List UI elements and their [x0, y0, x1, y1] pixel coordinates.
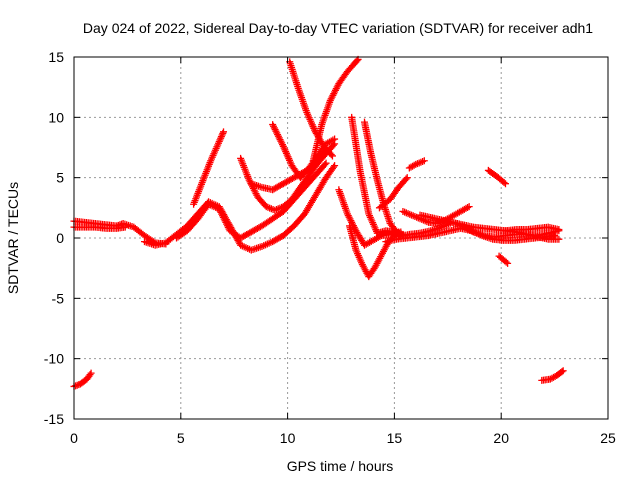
data-point [464, 204, 472, 212]
series-pass-22 [495, 252, 512, 267]
series-pass-15 [375, 174, 411, 212]
data-point [420, 157, 428, 165]
data-point [223, 222, 231, 230]
data-point [121, 223, 129, 231]
axis-ticks: 0 5 10 15 20 25 -15 -10 -5 0 5 10 15 [44, 49, 616, 446]
data-point [218, 131, 226, 139]
series-pass-25 [70, 369, 95, 390]
x-tick-label: 20 [493, 430, 509, 446]
data-point [559, 367, 567, 375]
data-point [215, 137, 223, 145]
data-point [403, 174, 411, 182]
data-point [219, 213, 227, 221]
data-point [500, 178, 508, 186]
y-tick-label: 5 [56, 170, 64, 186]
data-point [331, 162, 339, 170]
y-axis-label: SDTVAR / TECUs [5, 182, 21, 294]
data-point [271, 126, 279, 134]
data-point [270, 124, 278, 132]
data-point [272, 127, 280, 135]
data-point [501, 180, 509, 188]
data-point [219, 129, 227, 137]
x-tick-label: 15 [387, 430, 403, 446]
x-tick-label: 10 [280, 430, 296, 446]
data-point [217, 208, 225, 216]
x-tick-label: 25 [600, 430, 616, 446]
data-point [465, 203, 473, 211]
series-pass-02 [70, 223, 129, 232]
data-point [222, 218, 230, 226]
data-point [216, 136, 224, 144]
data-point [269, 121, 277, 129]
series-pass-12 [346, 222, 405, 281]
data-point [275, 134, 283, 142]
data-points [70, 55, 567, 390]
y-tick-label: 10 [48, 109, 64, 125]
data-point [269, 122, 277, 130]
data-point [330, 163, 338, 171]
series-pass-23 [501, 223, 563, 235]
data-point [353, 57, 361, 65]
data-point [224, 223, 232, 231]
data-point [328, 152, 336, 160]
data-point [219, 212, 227, 220]
data-point [502, 258, 510, 266]
y-tick-label: -10 [44, 351, 64, 367]
data-point [221, 217, 229, 225]
data-point [220, 128, 228, 136]
data-point [87, 369, 95, 377]
x-tick-label: 5 [177, 430, 185, 446]
data-point [504, 259, 512, 267]
data-point [276, 136, 284, 144]
data-point [279, 141, 287, 149]
data-point [273, 129, 281, 137]
series-pass-08 [269, 121, 339, 182]
data-point [218, 210, 226, 218]
data-point [393, 229, 401, 237]
data-point [555, 235, 563, 243]
data-point [278, 139, 286, 147]
data-point [223, 220, 231, 228]
data-point [277, 137, 285, 145]
series-pass-21 [484, 166, 509, 188]
data-point [274, 131, 282, 139]
y-tick-label: -5 [52, 290, 65, 306]
data-point [322, 159, 330, 167]
data-point [555, 226, 563, 234]
x-axis-label: GPS time / hours [287, 458, 394, 474]
data-point [216, 207, 224, 215]
data-point [402, 175, 410, 183]
x-tick-label: 0 [70, 430, 78, 446]
y-tick-label: -15 [44, 411, 64, 427]
data-point [220, 215, 228, 223]
data-point [215, 205, 223, 213]
data-point [321, 161, 329, 169]
data-point [274, 132, 282, 140]
data-point [327, 151, 335, 159]
data-point [217, 134, 225, 142]
series-pass-05 [190, 128, 228, 208]
series-pass-10 [309, 55, 362, 165]
y-tick-label: 15 [48, 49, 64, 65]
series-pass-11 [335, 186, 403, 249]
data-point [217, 133, 225, 141]
data-point [558, 368, 566, 376]
y-tick-label: 0 [56, 230, 64, 246]
data-point [331, 135, 339, 143]
data-point [86, 371, 94, 379]
data-point [410, 161, 418, 169]
chart-title: Day 024 of 2022, Sidereal Day-to-day VTE… [83, 20, 593, 36]
series-pass-07 [247, 140, 339, 194]
series-pass-24 [538, 367, 567, 384]
series-pass-16 [405, 157, 428, 172]
